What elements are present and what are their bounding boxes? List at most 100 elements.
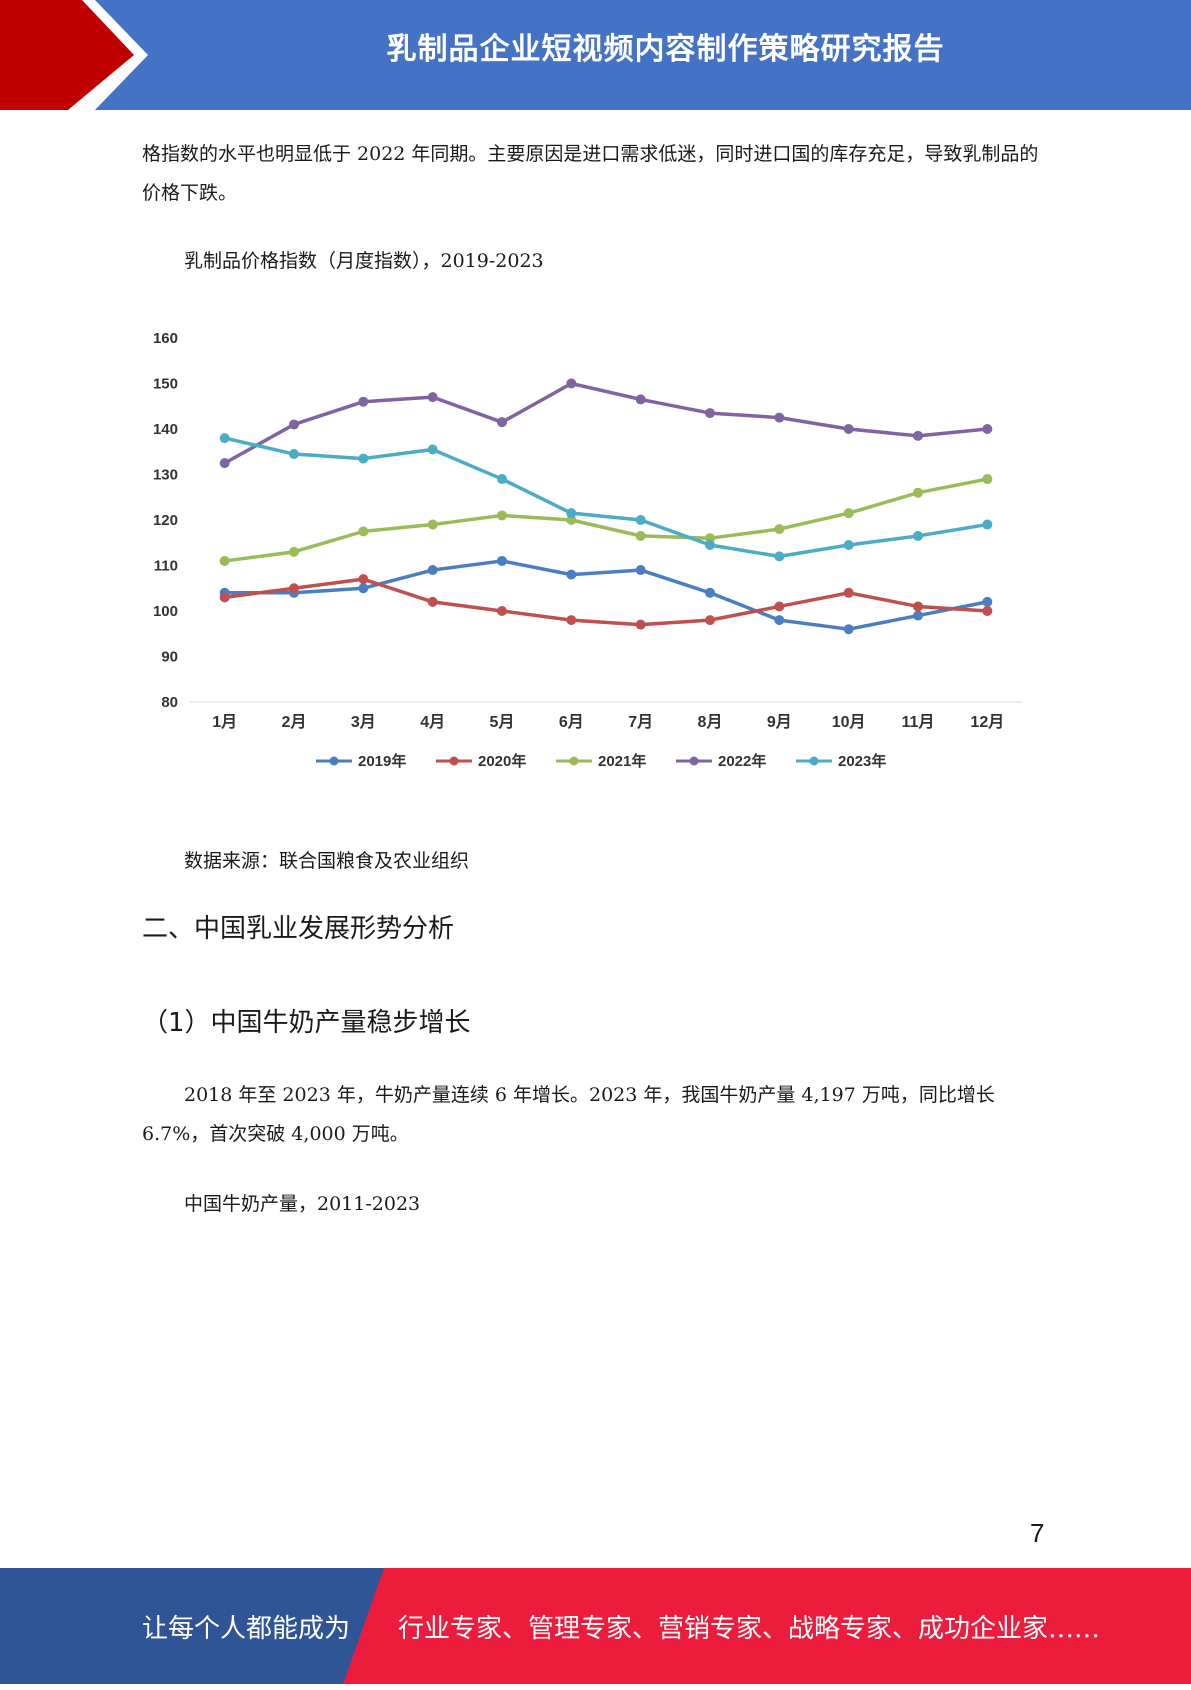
page-footer: 让每个人都能成为 行业专家、管理专家、营销专家、战略专家、成功企业家…… — [0, 1568, 1191, 1684]
data-point — [566, 378, 577, 389]
footer-background — [0, 1568, 1191, 1684]
data-point — [358, 526, 369, 537]
legend-label: 2022年 — [718, 752, 766, 770]
series-line — [224, 577, 988, 627]
chart-caption: 乳制品价格指数（月度指数），2019-2023 — [184, 250, 544, 272]
data-point — [427, 596, 438, 607]
price-index-chart: 80 90 100 110 120 130 140 150 160 1月 2月 3月 4月 5月 6月 7月 8… — [153, 330, 1022, 770]
data-point — [843, 624, 854, 635]
legend-marker — [809, 756, 819, 766]
data-point — [566, 508, 577, 519]
x-tick-label: 5月 — [490, 713, 515, 731]
legend-label: 2020年 — [478, 752, 526, 770]
data-point — [289, 449, 299, 460]
x-tick-label: 9月 — [767, 713, 792, 731]
data-point — [289, 583, 299, 594]
data-point — [566, 615, 577, 626]
section-heading: 二、中国乳业发展形势分析 — [142, 914, 455, 944]
y-tick-label: 130 — [153, 467, 178, 484]
data-point — [843, 508, 854, 519]
legend-label: 2023年 — [838, 752, 886, 770]
data-point — [635, 565, 646, 576]
data-point — [497, 417, 507, 428]
data-point — [705, 540, 715, 551]
data-point — [358, 574, 369, 585]
data-point — [843, 587, 854, 598]
data-point — [982, 519, 993, 530]
data-point — [705, 408, 715, 419]
data-point — [219, 555, 230, 566]
data-point — [497, 606, 507, 616]
x-tick-label: 1月 — [212, 713, 237, 731]
data-point — [635, 515, 646, 525]
data-point — [427, 565, 438, 576]
legend-label: 2019年 — [358, 752, 406, 770]
page-number: 7 — [1030, 1518, 1045, 1548]
x-tick-label: 7月 — [628, 713, 653, 731]
y-tick-label: 140 — [153, 421, 178, 438]
page-header: 乳制品企业短视频内容制作策略研究报告 — [0, 0, 1191, 110]
data-point — [635, 530, 646, 541]
data-point — [774, 412, 785, 423]
data-point — [358, 453, 369, 464]
data-point — [566, 569, 577, 580]
data-point — [219, 458, 230, 469]
y-tick-label: 160 — [153, 330, 178, 347]
y-tick-label: 110 — [154, 558, 178, 575]
data-point — [358, 583, 369, 594]
legend-marker — [689, 756, 699, 766]
footer-slogan-right: 行业专家、管理专家、营销专家、战略专家、成功企业家…… — [398, 1614, 1101, 1644]
data-point — [913, 487, 923, 498]
x-tick-label: 10月 — [832, 713, 866, 731]
x-tick-label: 12月 — [970, 713, 1004, 731]
data-point — [774, 601, 785, 612]
data-point — [289, 419, 299, 430]
x-tick-label: 3月 — [351, 713, 376, 731]
series-line — [224, 559, 988, 631]
data-point — [497, 510, 507, 521]
x-tick-label: 4月 — [420, 713, 445, 731]
data-point — [289, 546, 299, 557]
y-tick-label: 80 — [161, 694, 178, 711]
data-point — [427, 392, 438, 403]
data-point — [635, 619, 646, 630]
data-point — [774, 615, 785, 626]
data-point — [219, 433, 230, 444]
data-point — [705, 587, 715, 598]
data-point — [774, 524, 785, 535]
data-point — [497, 474, 507, 485]
body-paragraph: 2018 年至 2023 年，牛奶产量连续 6 年增长。2023 年，我国牛奶产… — [142, 1084, 995, 1145]
legend-marker — [569, 756, 579, 766]
data-point — [497, 555, 507, 566]
x-tick-label: 8月 — [698, 713, 723, 731]
footer-slogan-left: 让每个人都能成为 — [142, 1614, 351, 1644]
legend-label: 2021年 — [598, 752, 646, 770]
legend-marker — [449, 756, 459, 766]
data-point — [982, 596, 993, 607]
data-point — [982, 606, 993, 616]
x-tick-label: 6月 — [559, 713, 584, 731]
data-point — [843, 540, 854, 551]
subsection-heading: （1）中国牛奶产量稳步增长 — [142, 1008, 471, 1038]
x-tick-label: 11月 — [902, 713, 935, 731]
series-line — [223, 381, 988, 465]
data-point — [982, 474, 993, 485]
y-tick-label: 150 — [153, 376, 178, 393]
data-point — [427, 444, 438, 455]
data-point — [219, 592, 230, 603]
header-chevron-icon — [0, 0, 148, 110]
data-point — [913, 601, 923, 612]
y-tick-label: 90 — [161, 649, 178, 666]
source-note: 数据来源：联合国粮食及农业组织 — [184, 850, 470, 872]
y-tick-label: 120 — [153, 512, 178, 529]
intro-paragraph: 格指数的水平也明显低于 2022 年同期。主要原因是进口需求低迷，同时进口国的库… — [142, 143, 1039, 204]
data-point — [913, 610, 923, 621]
y-tick-label: 100 — [153, 603, 178, 620]
data-point — [427, 519, 438, 530]
second-chart-caption: 中国牛奶产量，2011-2023 — [184, 1193, 421, 1215]
data-point — [774, 551, 785, 562]
data-point — [358, 396, 369, 407]
legend-marker — [329, 756, 339, 766]
data-point — [913, 530, 923, 541]
data-point — [982, 424, 993, 434]
